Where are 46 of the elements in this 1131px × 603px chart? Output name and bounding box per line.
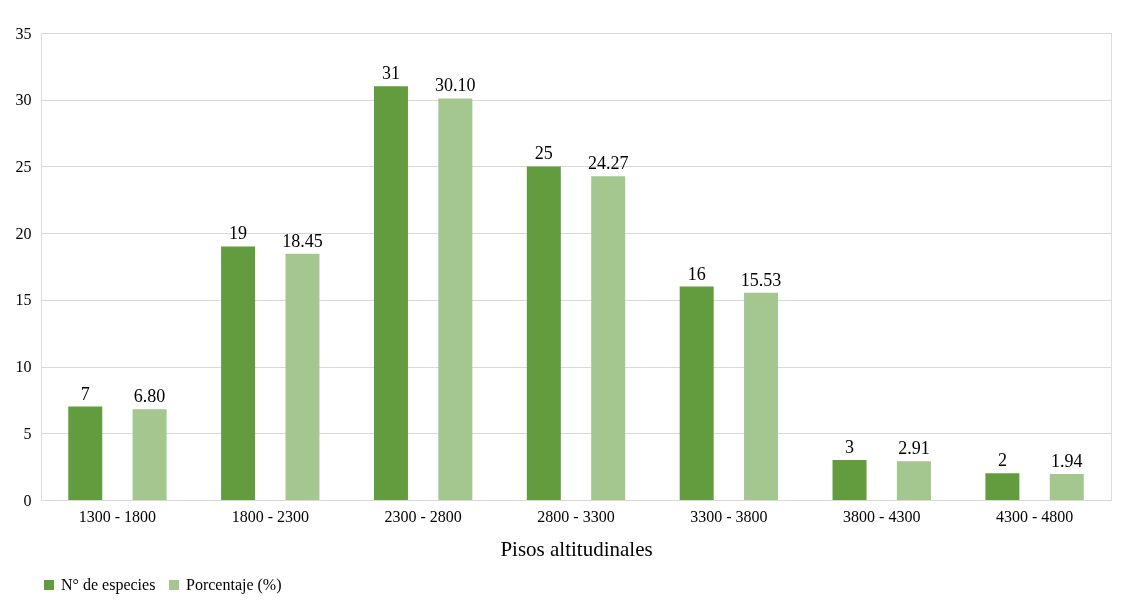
data-label: 7 — [80, 383, 90, 404]
data-label: 30.10 — [435, 75, 476, 96]
bar — [438, 98, 473, 500]
y-tick-label: 35 — [15, 24, 32, 42]
bar — [285, 253, 320, 500]
y-tick-label: 5 — [23, 424, 32, 442]
data-label: 1.94 — [1051, 451, 1083, 472]
y-tick-label: 20 — [15, 224, 32, 242]
bar — [1049, 474, 1084, 500]
bar — [591, 176, 626, 500]
data-label: 19 — [229, 223, 248, 244]
y-tick-label: 25 — [15, 157, 32, 175]
bar — [679, 286, 714, 500]
data-label: 24.27 — [587, 153, 629, 174]
legend-label: N° de especies — [61, 576, 156, 594]
bar — [373, 86, 408, 500]
x-tick-label: 3300 - 3800 — [690, 507, 768, 525]
bar — [832, 459, 867, 500]
bar — [526, 166, 561, 500]
y-tick-label: 15 — [15, 291, 32, 309]
data-label: 2 — [997, 450, 1007, 471]
data-label: 18.45 — [282, 230, 323, 251]
legend-label: Porcentaje (%) — [186, 576, 282, 594]
x-tick-label: 3800 - 4300 — [843, 507, 921, 525]
x-tick-label: 2800 - 3300 — [537, 507, 615, 525]
y-tick-label: 0 — [23, 491, 32, 509]
data-label: 15.53 — [740, 269, 782, 290]
data-label: 3 — [845, 436, 855, 457]
bar — [132, 409, 167, 500]
x-tick-label: 1800 - 2300 — [231, 507, 309, 525]
bar — [985, 473, 1020, 500]
bar — [744, 292, 779, 500]
bar — [896, 461, 931, 500]
data-label: 16 — [687, 263, 706, 284]
data-label: 6.80 — [133, 386, 166, 407]
bar — [221, 246, 256, 500]
y-tick-label: 30 — [15, 91, 32, 109]
data-label: 2.91 — [898, 438, 930, 459]
data-label: 25 — [534, 143, 553, 164]
x-tick-label: 1300 - 1800 — [78, 507, 157, 525]
data-label: 31 — [381, 63, 400, 84]
x-axis-title: Pisos altitudinales — [500, 536, 653, 561]
bar — [68, 406, 103, 500]
x-tick-label: 4300 - 4800 — [995, 507, 1074, 525]
y-tick-label: 10 — [15, 358, 32, 376]
x-tick-label: 2300 - 2800 — [384, 507, 462, 525]
